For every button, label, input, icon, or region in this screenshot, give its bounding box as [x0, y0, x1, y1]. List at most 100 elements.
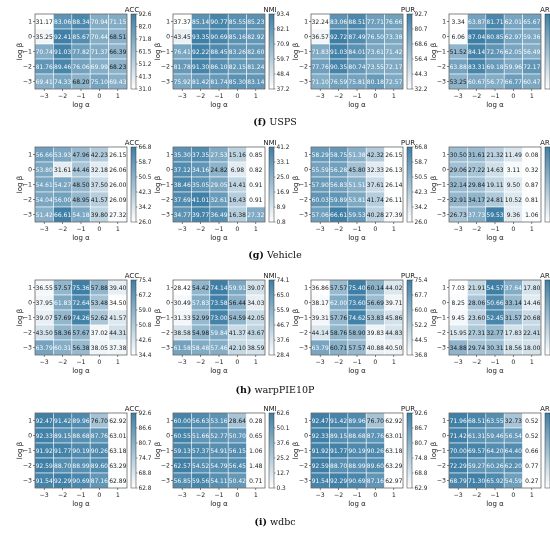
cell-value-label: 89.60: [367, 463, 384, 470]
cell-value-label: 7.03: [452, 285, 466, 292]
y-tick-label: −1: [299, 49, 308, 56]
x-tick-label: −3: [316, 93, 325, 100]
cell-value-label: 39.71: [385, 300, 402, 307]
x-tick-label: 0: [511, 359, 515, 366]
cell-value-label: 58.36: [54, 330, 71, 337]
cell-value-label: 54.91: [210, 448, 227, 455]
cell-value-label: 53.81: [348, 197, 365, 204]
cell-value-label: 62.92: [109, 418, 126, 425]
cell-value-label: 54.79: [210, 463, 227, 470]
cell-value-label: 76.06: [72, 64, 89, 71]
cell-value-label: 43.45: [174, 34, 191, 41]
cell-value-label: 89.60: [91, 463, 108, 470]
cell-value-label: 56.63: [192, 418, 209, 425]
metric-title: ARI: [540, 272, 550, 280]
cell-value-label: 43.50: [36, 330, 53, 337]
y-tick-label: −3: [299, 212, 308, 219]
y-axis-label: log β: [16, 176, 24, 193]
x-tick-label: 0: [97, 93, 101, 100]
cell-value-label: 90.69: [348, 478, 365, 485]
cell-value-label: 75.36: [72, 285, 89, 292]
cell-value-label: 57.69: [54, 315, 71, 322]
cell-value-label: 75.92: [174, 79, 191, 86]
x-tick-label: −1: [76, 359, 85, 366]
colorbar-tick-label: 25.2: [277, 456, 290, 462]
y-tick-label: 1: [442, 285, 446, 292]
cell-value-label: 73.38: [385, 34, 402, 41]
cell-value-label: 56.28: [330, 167, 347, 174]
y-tick-label: 0: [28, 433, 32, 440]
y-tick-label: 0: [442, 167, 446, 174]
cell-value-label: 56.49: [523, 49, 540, 56]
cell-value-label: 26.09: [109, 197, 126, 204]
y-tick-label: 1: [28, 285, 32, 292]
cell-value-label: 90.35: [330, 64, 347, 71]
cell-value-label: 27.39: [385, 212, 402, 219]
colorbar-tick-label: 58.7: [139, 160, 152, 166]
x-tick-label: −1: [214, 359, 223, 366]
cell-value-label: 56.38: [72, 345, 89, 352]
cell-value-label: 42.23: [91, 152, 108, 159]
cell-value-label: 60.03: [312, 197, 329, 204]
heatmap-usps-pur: 32.24 83.06 88.51 77.71 76.66 36.57 92.72 87.49…: [292, 6, 428, 109]
y-tick-label: −2: [299, 463, 308, 470]
x-axis-label: log α: [72, 500, 90, 508]
cell-value-label: 87.49: [348, 34, 365, 41]
colorbar-tick-label: 46.7: [277, 323, 290, 329]
cell-value-label: 24.81: [486, 197, 503, 204]
cell-value-label: 47.96: [72, 152, 89, 159]
y-tick-label: 1: [166, 152, 170, 159]
cell-value-label: 71.10: [312, 79, 329, 86]
x-tick-label: −1: [490, 359, 499, 366]
cell-value-label: 58.75: [330, 152, 347, 159]
colorbar-tick-label: 74.7: [139, 456, 152, 462]
cell-value-label: 65.67: [523, 19, 540, 26]
cell-value-label: 72.29: [450, 463, 467, 470]
colorbar-tick-label: 82.0: [139, 25, 152, 31]
cell-value-label: 54.57: [486, 285, 503, 292]
metric-title: NMI: [263, 6, 276, 14]
colorbar-tick-label: 42.6: [139, 338, 152, 344]
y-tick-label: −1: [437, 448, 446, 455]
cell-value-label: 91.42: [54, 418, 71, 425]
cell-value-label: 50.70: [229, 433, 246, 440]
cell-value-label: 56.69: [367, 300, 384, 307]
metric-title: PUR: [401, 139, 415, 147]
metric-title: ARI: [540, 6, 550, 14]
cell-value-label: 32.33: [367, 167, 384, 174]
y-tick-label: −1: [299, 448, 308, 455]
cell-value-label: 37.73: [468, 212, 485, 219]
y-tick-label: −2: [299, 64, 308, 71]
cell-value-label: 75.10: [91, 79, 108, 86]
cell-value-label: 41.01: [192, 197, 209, 204]
colorbar-tick-label: 50.1: [277, 426, 290, 432]
cell-value-label: 58.90: [348, 330, 365, 337]
cell-value-label: 44.83: [385, 330, 402, 337]
cell-value-label: 71.83: [312, 49, 329, 56]
cell-value-label: 26.13: [385, 167, 402, 174]
cell-value-label: 83.31: [468, 64, 485, 71]
cell-value-label: 69.18: [486, 64, 503, 71]
cell-value-label: 59.84: [210, 330, 227, 337]
cell-value-label: 89.15: [330, 433, 347, 440]
heatmap-warppie10p-ari: 7.03 21.91 54.57 37.64 17.80 8.25 28.06 50.66 33…: [430, 272, 550, 375]
x-tick-label: −2: [196, 492, 205, 499]
cell-value-label: 91.42: [330, 418, 347, 425]
y-tick-label: −2: [437, 330, 446, 337]
cell-value-label: 57.57: [330, 285, 347, 292]
colorbar-tick-label: 86.6: [139, 426, 152, 432]
y-tick-label: −1: [437, 182, 446, 189]
colorbar-tick-label: 41.3: [139, 75, 152, 81]
cell-value-label: 60.31: [54, 345, 71, 352]
x-axis-label: log α: [72, 367, 90, 375]
y-tick-label: −1: [437, 49, 446, 56]
x-tick-label: 0: [373, 492, 377, 499]
colorbar-tick-label: 0.3: [277, 486, 287, 492]
x-axis-label: log α: [348, 367, 366, 375]
cell-value-label: 37.95: [36, 300, 53, 307]
cell-value-label: 84.01: [348, 49, 365, 56]
cell-value-label: 41.57: [91, 197, 108, 204]
colorbar-tick-label: 44.5: [415, 338, 428, 344]
heatmap-vehicle-acc: 56.66 53.93 47.96 42.23 26.15 53.80 31.61 44.46…: [16, 139, 152, 242]
